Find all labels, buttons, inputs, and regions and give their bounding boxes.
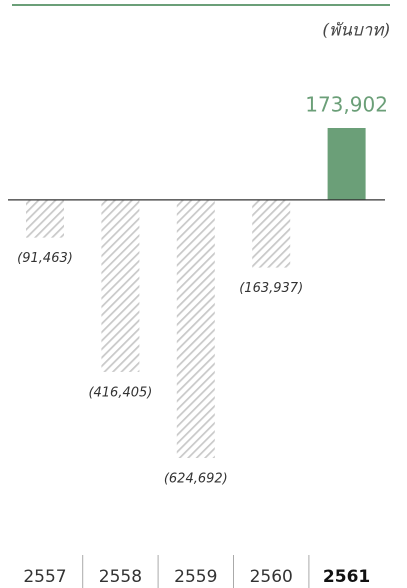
value-label: (163,937)	[239, 281, 303, 296]
value-label: 173,902	[305, 93, 388, 117]
unit-label: (พันบาท)	[322, 21, 390, 41]
bar	[26, 199, 64, 238]
value-label: (416,405)	[88, 385, 152, 400]
x-tick-label: 2560	[250, 567, 293, 587]
x-tick-label: 2561	[323, 567, 370, 587]
bar	[176, 199, 215, 458]
bar	[101, 199, 140, 372]
x-tick-label: 2557	[23, 567, 66, 587]
value-label: (624,692)	[164, 472, 228, 487]
x-tick-label: 2558	[99, 567, 142, 587]
value-label: (91,463)	[17, 251, 73, 266]
x-tick-label: 2559	[174, 567, 217, 587]
bar	[252, 199, 291, 268]
bar	[327, 128, 366, 200]
